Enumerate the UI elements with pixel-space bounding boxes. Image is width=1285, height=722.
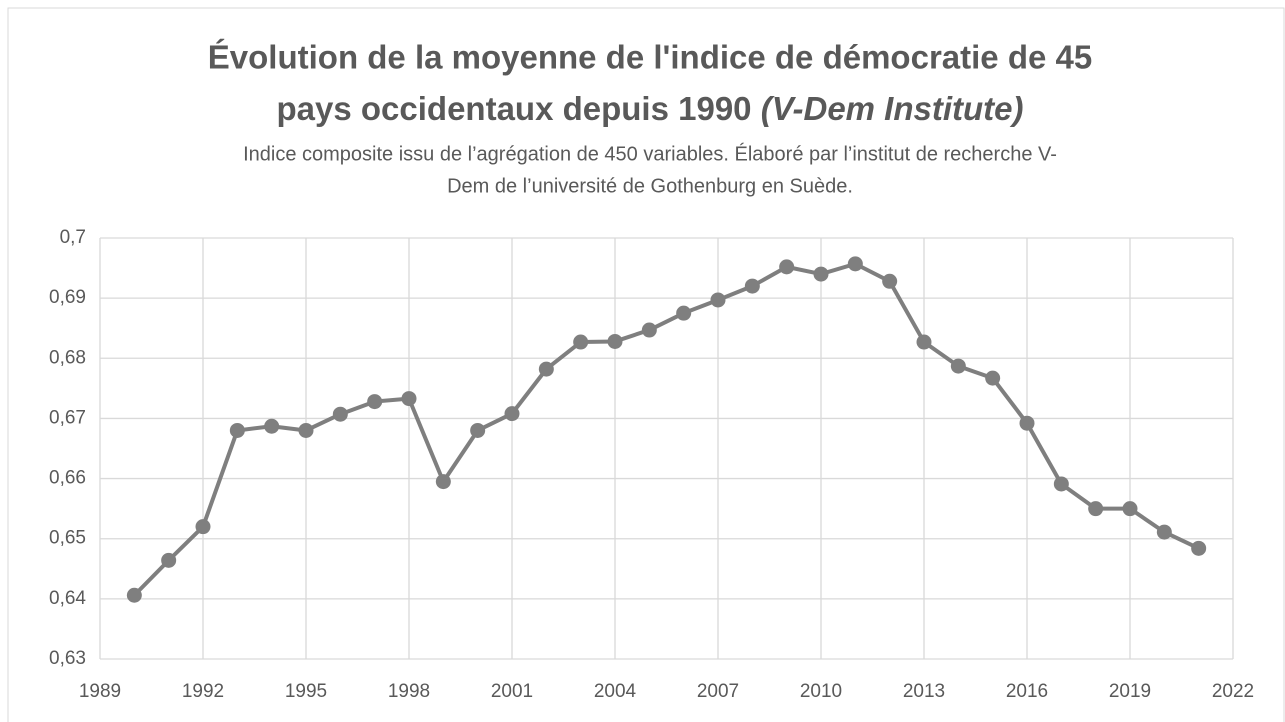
x-tick-label: 2019 [1109, 681, 1151, 702]
x-tick-label: 2010 [800, 681, 842, 702]
chart-subtitle: Dem de l’université de Gothenburg en Suè… [447, 175, 853, 197]
data-point [367, 394, 383, 410]
data-point [1122, 501, 1138, 517]
chart-border [7, 7, 1285, 722]
data-point [435, 474, 451, 490]
x-tick-label: 1995 [285, 681, 327, 702]
y-tick-label: 0,7 [60, 227, 86, 248]
x-tick-label: 2022 [1212, 681, 1254, 702]
y-tick-label: 0,68 [49, 347, 86, 368]
data-point [161, 552, 177, 568]
data-point [229, 422, 245, 438]
chart-title: pays occidentaux depuis 1990 [277, 90, 752, 127]
x-tick-label: 1992 [182, 681, 224, 702]
x-tick-label: 1998 [388, 681, 430, 702]
data-point [607, 333, 623, 349]
data-point [401, 391, 417, 407]
data-point [332, 406, 348, 422]
y-tick-label: 0,63 [49, 648, 86, 669]
data-point [641, 322, 657, 338]
y-tick-label: 0,65 [49, 528, 86, 549]
data-point [1088, 501, 1104, 517]
data-point [813, 266, 829, 282]
x-tick-label: 2016 [1006, 681, 1048, 702]
x-tick-label: 1989 [79, 681, 121, 702]
y-tick-label: 0,66 [49, 468, 86, 489]
data-point [744, 278, 760, 294]
data-point [504, 406, 520, 422]
data-point [1053, 476, 1069, 492]
data-point [1191, 540, 1207, 556]
data-point [916, 334, 932, 350]
chart-subtitle: Indice composite issu de l’agrégation de… [243, 142, 1057, 165]
data-point [882, 273, 898, 289]
data-point [264, 418, 280, 434]
data-point [1019, 415, 1035, 431]
x-tick-label: 2001 [491, 681, 533, 702]
data-point [985, 370, 1001, 386]
data-point [298, 422, 314, 438]
data-point [710, 292, 726, 308]
data-point [470, 422, 486, 438]
data-point [1156, 524, 1172, 540]
data-point [573, 334, 589, 350]
chart-title: Évolution de la moyenne de l'indice de d… [208, 39, 1092, 76]
data-point [950, 358, 966, 374]
data-point [779, 259, 795, 275]
data-point [847, 256, 863, 272]
data-point [195, 519, 211, 535]
data-point [676, 305, 692, 321]
data-point [538, 361, 554, 377]
y-tick-label: 0,69 [49, 287, 86, 308]
chart-title-source: (V-Dem Institute) [761, 90, 1024, 127]
chart-title: pays occidentaux depuis 1990 (V-Dem Inst… [277, 90, 1024, 127]
y-tick-label: 0,67 [49, 407, 86, 428]
data-point [126, 587, 142, 603]
x-tick-label: 2013 [903, 681, 945, 702]
x-tick-label: 2007 [697, 681, 739, 702]
x-tick-label: 2004 [594, 681, 637, 702]
data-line [132, 261, 1200, 597]
y-tick-label: 0,64 [49, 588, 86, 609]
